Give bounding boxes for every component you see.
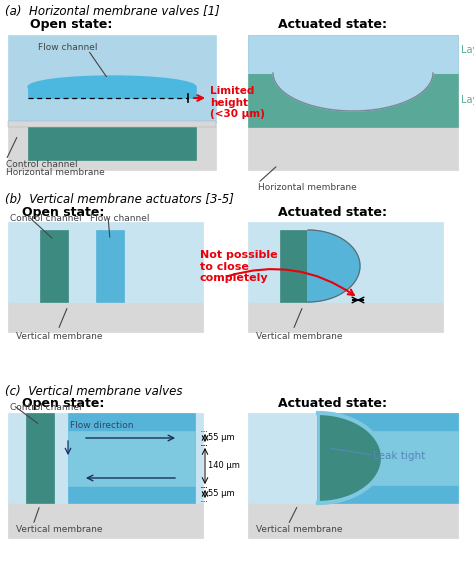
- Bar: [248, 501, 458, 538]
- Text: Flow channel: Flow channel: [90, 214, 149, 223]
- Text: Vertical membrane: Vertical membrane: [16, 525, 102, 534]
- Bar: [318, 431, 458, 485]
- Bar: [28, 87, 196, 98]
- Polygon shape: [318, 413, 383, 503]
- Bar: [248, 125, 458, 170]
- Bar: [68, 413, 195, 503]
- Bar: [26, 413, 54, 503]
- Bar: [8, 300, 203, 332]
- Text: Open state:: Open state:: [22, 397, 104, 410]
- Text: Open state:: Open state:: [22, 206, 104, 219]
- Text: 55 μm: 55 μm: [208, 489, 235, 499]
- Bar: [248, 300, 443, 332]
- Polygon shape: [308, 230, 360, 302]
- Bar: [68, 431, 195, 486]
- Bar: [8, 501, 203, 538]
- Bar: [8, 413, 203, 503]
- Text: Control channel: Control channel: [6, 160, 78, 169]
- Text: Actuated state:: Actuated state:: [278, 18, 387, 31]
- Text: Horizontal membrane: Horizontal membrane: [258, 183, 357, 192]
- Text: Horizontal membrane: Horizontal membrane: [6, 168, 105, 177]
- Text: Not possible
to close
completely: Not possible to close completely: [200, 250, 278, 283]
- Text: Layer 1: Layer 1: [461, 95, 474, 105]
- Text: Control channel: Control channel: [10, 403, 82, 412]
- Text: (a)  Horizontal membrane valves [1]: (a) Horizontal membrane valves [1]: [5, 5, 220, 18]
- Bar: [8, 222, 203, 302]
- Bar: [8, 125, 216, 170]
- Text: Vertical membrane: Vertical membrane: [16, 332, 102, 341]
- Bar: [318, 413, 458, 503]
- Bar: [40, 230, 68, 302]
- Text: 55 μm: 55 μm: [208, 434, 235, 442]
- Text: Actuated state:: Actuated state:: [278, 397, 387, 410]
- Bar: [8, 121, 216, 127]
- Text: Open state:: Open state:: [30, 18, 112, 31]
- Text: Leak tight: Leak tight: [373, 451, 425, 461]
- Text: Vertical membrane: Vertical membrane: [256, 525, 343, 534]
- Text: (b)  Vertical membrane actuators [3-5]: (b) Vertical membrane actuators [3-5]: [5, 193, 234, 206]
- Text: Limited
height
(<30 μm): Limited height (<30 μm): [210, 86, 265, 119]
- Polygon shape: [248, 73, 458, 111]
- Text: Layer 2: Layer 2: [461, 45, 474, 55]
- Text: Flow channel: Flow channel: [38, 43, 98, 52]
- Text: Actuated state:: Actuated state:: [278, 206, 387, 219]
- Bar: [280, 230, 308, 302]
- Bar: [248, 35, 458, 73]
- Bar: [248, 222, 443, 302]
- Text: 140 μm: 140 μm: [208, 461, 240, 470]
- Text: Control channel: Control channel: [10, 214, 82, 223]
- Text: (c)  Vertical membrane valves: (c) Vertical membrane valves: [5, 385, 182, 398]
- Bar: [96, 230, 124, 302]
- Bar: [248, 413, 458, 503]
- Bar: [248, 35, 458, 127]
- Text: Flow direction: Flow direction: [70, 421, 134, 430]
- Bar: [28, 127, 196, 160]
- Bar: [8, 35, 216, 123]
- Ellipse shape: [28, 76, 196, 98]
- Text: Vertical membrane: Vertical membrane: [256, 332, 343, 341]
